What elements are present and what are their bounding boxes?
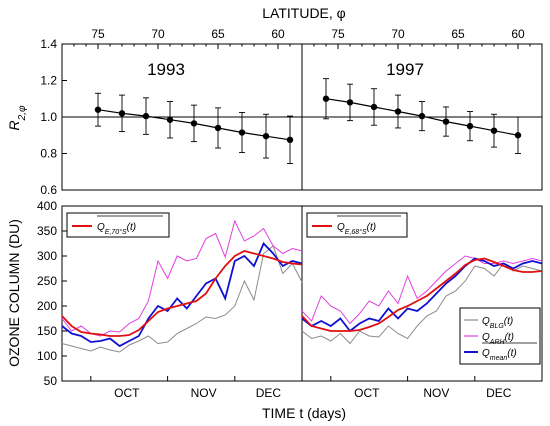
ozone-tick-label-7: 400 — [37, 199, 57, 213]
r-tick-label-1: 0.8 — [40, 147, 57, 161]
month-label-bottom-left-2: DEC — [256, 386, 282, 400]
month-label-bottom-right-0: OCT — [354, 386, 380, 400]
legend-right-red-label: QE,68°S(t) — [337, 222, 376, 236]
legend-right-bottom: QBLG(t) QARH(t) Qmean(t) — [459, 307, 541, 365]
data-point-top-left-6 — [238, 129, 246, 136]
r-tick-label-0: 0.6 — [40, 183, 57, 197]
data-point-top-right-5 — [442, 118, 450, 125]
bottom-right-panel-frame — [301, 205, 543, 382]
lat-tick-label-top-right-3: 60 — [511, 27, 525, 41]
data-point-top-right-8 — [514, 132, 522, 139]
legend-blue-label: Qmean(t) — [482, 348, 517, 362]
ozone-tick-label-1: 100 — [37, 349, 57, 363]
data-point-top-left-1 — [118, 110, 126, 117]
lat-tick-label-top-left-0: 75 — [91, 27, 105, 41]
lat-tick-label-top-right-2: 65 — [451, 27, 465, 41]
ozone-tick-label-4: 250 — [37, 274, 57, 288]
legend-left-box — [66, 212, 170, 238]
lat-tick-label-top-left-1: 70 — [151, 27, 165, 41]
data-point-top-right-6 — [466, 122, 474, 130]
data-point-top-left-8 — [286, 136, 294, 144]
ozone-tick-label-5: 300 — [37, 249, 57, 263]
data-point-top-left-7 — [262, 132, 270, 140]
series-line-bottom-right-red — [301, 257, 543, 332]
ozone-tick-label-3: 200 — [37, 299, 57, 313]
year-label-1997: 1997 — [386, 60, 424, 79]
month-label-bottom-left-0: OCT — [114, 386, 140, 400]
lat-tick-label-top-left-3: 60 — [271, 27, 285, 41]
r-tick-label-2: 1.0 — [40, 110, 57, 124]
series-line-bottom-left-magenta — [61, 219, 303, 337]
ozone-axis-title: OZONE COLUMN (DU) — [6, 219, 22, 367]
legend-gray-label: QBLG(t) — [482, 316, 513, 330]
month-label-bottom-right-2: DEC — [486, 386, 512, 400]
data-point-top-right-3 — [394, 108, 402, 115]
lat-tick-label-top-left-2: 65 — [211, 27, 225, 41]
r-axis-title: R2,φ — [6, 105, 28, 130]
series-line-bottom-left-gray — [61, 245, 303, 353]
data-point-top-left-3 — [166, 116, 174, 123]
legend-left: QE,70°S(t) — [66, 212, 170, 238]
data-point-top-left-4 — [190, 120, 198, 127]
lat-tick-label-top-right-1: 70 — [391, 27, 405, 41]
data-point-top-left-5 — [214, 124, 222, 132]
plot-layer: 75 70 65 60 0.6 0.8 1.0 1.2 1.4 75 70 65 60 OCT NOV DEC… — [37, 27, 543, 400]
data-point-top-right-7 — [490, 127, 498, 134]
series-line-bottom-left-blue — [61, 241, 303, 348]
data-point-top-right-4 — [418, 112, 426, 120]
data-point-top-right-2 — [370, 103, 378, 111]
data-point-top-left-0 — [94, 106, 102, 113]
r-tick-label-3: 1.2 — [40, 74, 57, 88]
latitude-axis-title: LATITUDE, φ — [262, 5, 346, 21]
year-label-1993: 1993 — [147, 60, 185, 79]
month-label-bottom-left-1: NOV — [191, 386, 217, 400]
legend-left-red-label: QE,70°S(t) — [97, 222, 136, 236]
time-axis-title: TIME t (days) — [262, 405, 346, 421]
legend-right-top: QE,68°S(t) — [306, 212, 408, 238]
data-point-top-right-1 — [346, 99, 354, 106]
series-line-bottom-left-red — [61, 250, 303, 337]
series-line-bottom-right-magenta — [301, 255, 543, 325]
ozone-tick-label-6: 350 — [37, 224, 57, 238]
legend-magenta-label: QARH(t) — [482, 332, 514, 346]
series-line-bottom-right-blue — [301, 257, 543, 333]
month-label-bottom-right-1: NOV — [423, 386, 449, 400]
lat-tick-label-top-right-0: 75 — [331, 27, 345, 41]
ozone-tick-label-2: 150 — [37, 324, 57, 338]
data-point-top-right-0 — [322, 95, 330, 102]
r-tick-label-4: 1.4 — [40, 37, 57, 51]
ozone-tick-label-0: 50 — [44, 374, 58, 388]
data-point-top-left-2 — [142, 112, 150, 120]
